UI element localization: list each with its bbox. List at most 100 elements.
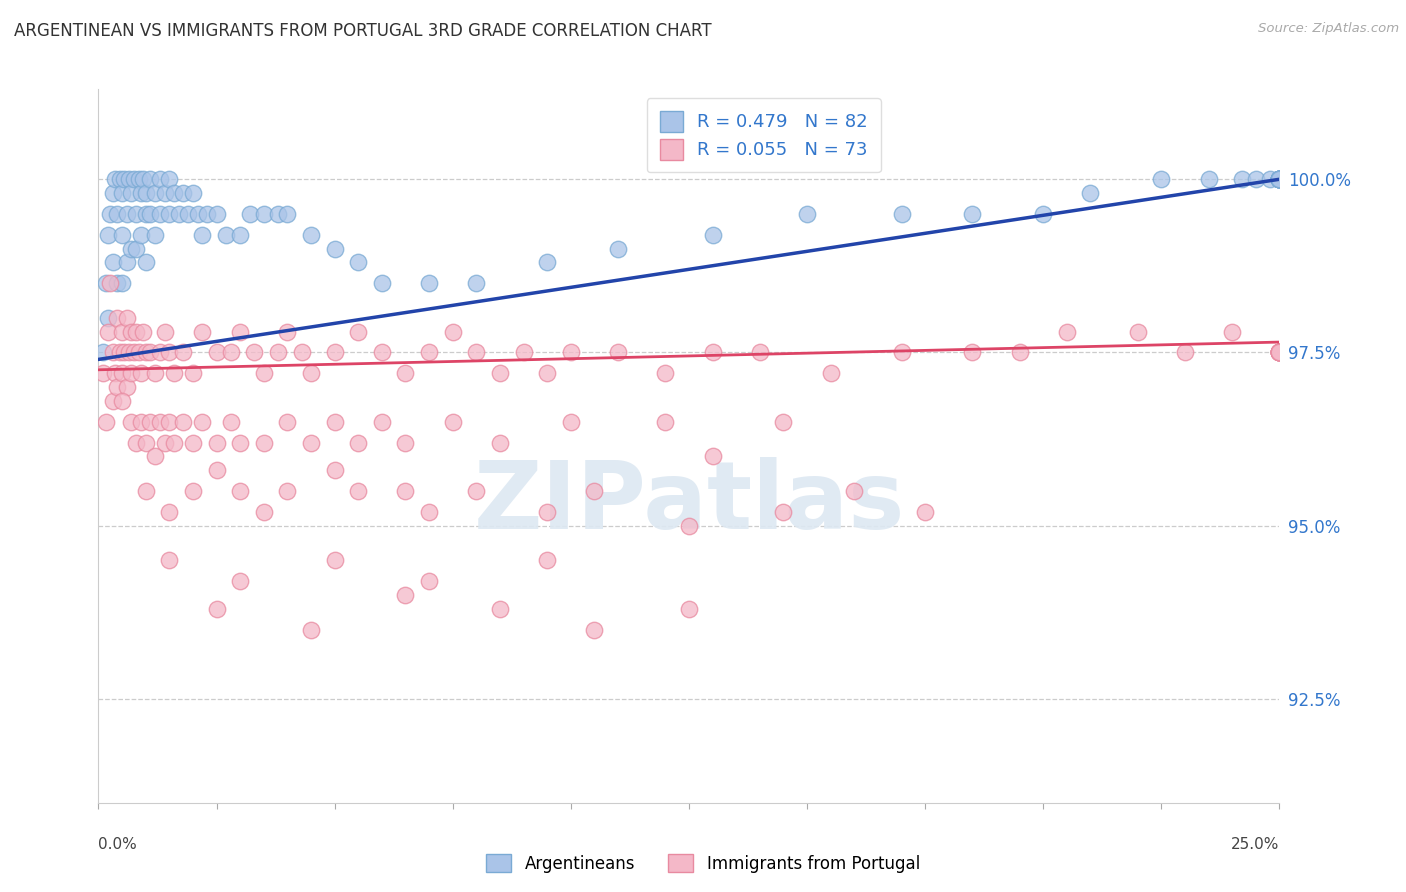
Point bbox=[1150, 172, 1173, 186]
Point bbox=[1126, 325, 1149, 339]
Point bbox=[101, 394, 124, 409]
Text: ZIPatlas: ZIPatlas bbox=[474, 457, 904, 549]
Point bbox=[371, 276, 394, 290]
Point bbox=[139, 172, 162, 186]
Point bbox=[128, 345, 150, 359]
Point bbox=[702, 345, 724, 359]
Point bbox=[215, 227, 238, 242]
Point bbox=[115, 310, 138, 325]
Point bbox=[607, 242, 630, 256]
Point bbox=[418, 505, 440, 519]
Point bbox=[129, 366, 152, 380]
Point bbox=[115, 207, 138, 221]
Point bbox=[121, 186, 143, 201]
Point bbox=[149, 345, 172, 359]
Point bbox=[177, 207, 200, 221]
Point bbox=[465, 483, 488, 498]
Point bbox=[276, 415, 298, 429]
Point bbox=[187, 207, 209, 221]
Point bbox=[418, 276, 440, 290]
Point bbox=[229, 483, 252, 498]
Point bbox=[135, 255, 157, 269]
Point bbox=[1268, 172, 1291, 186]
Point bbox=[129, 186, 152, 201]
Point bbox=[962, 207, 984, 221]
Point bbox=[118, 172, 141, 186]
Point bbox=[962, 345, 984, 359]
Point bbox=[128, 172, 150, 186]
Point bbox=[253, 435, 276, 450]
Point bbox=[139, 415, 162, 429]
Point bbox=[153, 186, 176, 201]
Point bbox=[607, 345, 630, 359]
Point bbox=[253, 207, 276, 221]
Point bbox=[844, 483, 866, 498]
Point bbox=[132, 172, 155, 186]
Point bbox=[121, 366, 143, 380]
Point bbox=[290, 345, 312, 359]
Point bbox=[347, 325, 370, 339]
Point bbox=[121, 325, 143, 339]
Point bbox=[112, 345, 135, 359]
Point bbox=[323, 242, 346, 256]
Point bbox=[205, 345, 228, 359]
Point bbox=[135, 207, 157, 221]
Point bbox=[1268, 345, 1291, 359]
Point bbox=[323, 463, 346, 477]
Point bbox=[583, 483, 606, 498]
Point bbox=[101, 186, 124, 201]
Point bbox=[678, 602, 700, 616]
Point bbox=[1268, 345, 1291, 359]
Point bbox=[125, 242, 148, 256]
Point bbox=[1268, 172, 1291, 186]
Point bbox=[394, 588, 416, 602]
Point bbox=[219, 345, 242, 359]
Point bbox=[1244, 172, 1267, 186]
Point bbox=[118, 345, 141, 359]
Point bbox=[172, 345, 194, 359]
Point bbox=[299, 623, 322, 637]
Point bbox=[1268, 345, 1291, 359]
Point bbox=[1258, 172, 1281, 186]
Point bbox=[1268, 345, 1291, 359]
Point bbox=[465, 345, 488, 359]
Point bbox=[91, 345, 114, 359]
Point bbox=[191, 227, 214, 242]
Point bbox=[125, 207, 148, 221]
Point bbox=[129, 415, 152, 429]
Point bbox=[560, 345, 582, 359]
Point bbox=[890, 207, 912, 221]
Point bbox=[104, 172, 127, 186]
Point bbox=[1268, 172, 1291, 186]
Point bbox=[191, 415, 214, 429]
Point bbox=[111, 227, 134, 242]
Point bbox=[229, 574, 252, 588]
Point bbox=[890, 345, 912, 359]
Point bbox=[347, 483, 370, 498]
Point bbox=[441, 325, 464, 339]
Point bbox=[94, 415, 117, 429]
Point bbox=[205, 602, 228, 616]
Point bbox=[157, 345, 180, 359]
Point bbox=[702, 450, 724, 464]
Point bbox=[772, 415, 794, 429]
Point bbox=[135, 186, 157, 201]
Point bbox=[163, 186, 186, 201]
Point bbox=[111, 186, 134, 201]
Point bbox=[101, 345, 124, 359]
Point bbox=[167, 207, 190, 221]
Point bbox=[139, 345, 162, 359]
Point bbox=[276, 207, 298, 221]
Point bbox=[94, 276, 117, 290]
Legend: R = 0.479   N = 82, R = 0.055   N = 73: R = 0.479 N = 82, R = 0.055 N = 73 bbox=[647, 98, 880, 172]
Point bbox=[654, 366, 676, 380]
Point bbox=[702, 227, 724, 242]
Point bbox=[149, 207, 172, 221]
Point bbox=[229, 435, 252, 450]
Point bbox=[229, 227, 252, 242]
Point bbox=[108, 345, 131, 359]
Point bbox=[195, 207, 218, 221]
Point bbox=[105, 380, 128, 394]
Point bbox=[394, 435, 416, 450]
Point bbox=[135, 435, 157, 450]
